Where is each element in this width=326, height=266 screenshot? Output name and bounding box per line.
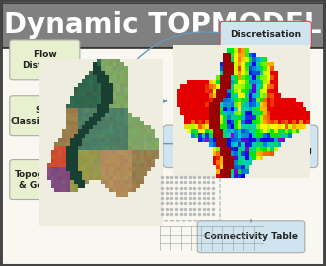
Text: Flow
Pathways: Flow Pathways — [173, 135, 222, 155]
Text: Connectivity Table: Connectivity Table — [204, 232, 298, 241]
Text: Topography
& Geology: Topography & Geology — [15, 170, 74, 190]
Text: Dynamic TOPMODEL: Dynamic TOPMODEL — [4, 11, 322, 39]
Text: Flow
Distance: Flow Distance — [22, 50, 67, 70]
FancyBboxPatch shape — [197, 221, 305, 253]
FancyBboxPatch shape — [220, 21, 311, 48]
FancyBboxPatch shape — [10, 96, 80, 136]
FancyBboxPatch shape — [163, 125, 228, 168]
FancyBboxPatch shape — [264, 125, 318, 168]
Text: Soil
Classification: Soil Classification — [10, 106, 79, 126]
FancyBboxPatch shape — [10, 40, 80, 80]
Text: Discretisation: Discretisation — [230, 30, 301, 39]
FancyBboxPatch shape — [2, 48, 324, 265]
Text: Flow
Routing: Flow Routing — [272, 135, 312, 155]
FancyBboxPatch shape — [2, 3, 324, 48]
FancyBboxPatch shape — [10, 160, 80, 200]
